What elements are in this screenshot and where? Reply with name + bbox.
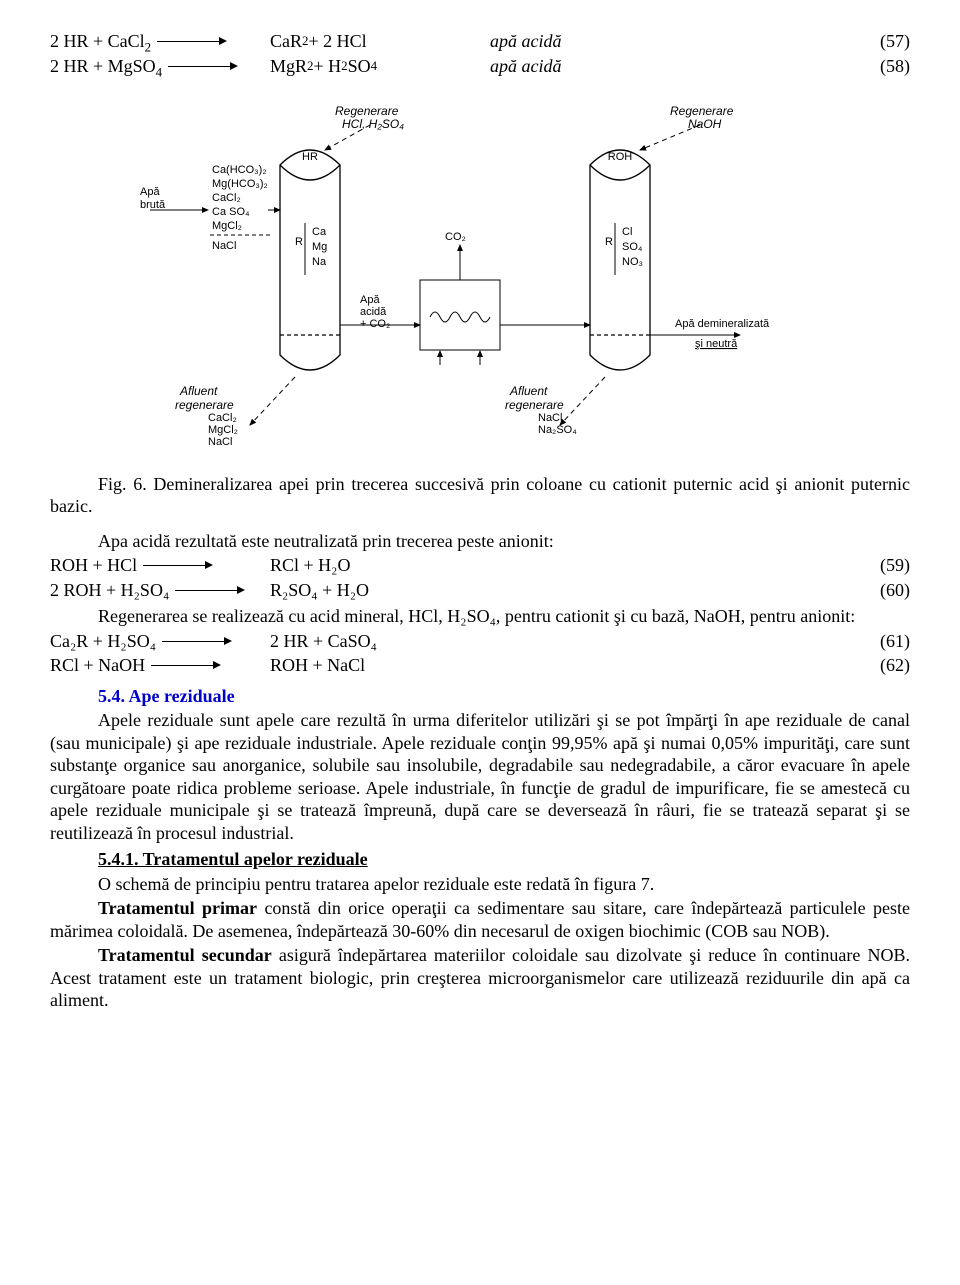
svg-text:NaCl: NaCl <box>212 240 236 252</box>
svg-text:Na: Na <box>312 256 327 268</box>
eq-note: apă acidă <box>490 30 670 53</box>
bold-lead: Tratamentul primar <box>98 898 257 918</box>
equation-row: ROH + HCl RCl + H₂O (59) <box>50 554 910 577</box>
svg-text:Na₂SO₄: Na₂SO₄ <box>538 424 577 436</box>
equation-block-mid: ROH + HCl RCl + H₂O (59) 2 ROH + H₂SO₄ R… <box>50 554 910 601</box>
paragraph-secondary-treatment: Tratamentul secundar asigură îndepărtare… <box>50 944 910 1012</box>
svg-text:R: R <box>605 236 613 248</box>
svg-text:Ca SO₄: Ca SO₄ <box>212 206 250 218</box>
eq-rhs: ROH + NaCl <box>270 654 490 677</box>
eq-lhs: ROH + HCl <box>50 554 270 577</box>
svg-text:Mg(HCO₃)₂: Mg(HCO₃)₂ <box>212 178 268 190</box>
svg-text:R: R <box>295 236 303 248</box>
eq-number: (59) <box>880 554 910 577</box>
svg-text:+ CO₂: + CO₂ <box>360 318 390 330</box>
section-5-4-body: Apele reziduale sunt apele care rezultă … <box>50 709 910 844</box>
bold-lead: Tratamentul secundar <box>98 945 272 965</box>
eq-number: (60) <box>880 579 910 602</box>
svg-text:NaCl: NaCl <box>208 436 232 448</box>
eq-text: 2 HR + MgSO4 <box>50 55 162 78</box>
svg-text:regenerare: regenerare <box>505 398 564 412</box>
paragraph: Apa acidă rezultată este neutralizată pr… <box>50 530 910 553</box>
svg-text:Cl: Cl <box>622 226 632 238</box>
eq-rhs: CaR2 + 2 HCl <box>270 30 490 53</box>
svg-text:Afluent: Afluent <box>179 384 218 398</box>
svg-text:Mg: Mg <box>312 241 327 253</box>
svg-text:ROH: ROH <box>608 151 633 163</box>
eq-number: (62) <box>880 654 910 677</box>
eq-lhs: 2 HR + MgSO4 <box>50 55 270 78</box>
eq-rhs: MgR2 + H2SO4 <box>270 55 490 78</box>
equation-row: 2 ROH + H₂SO₄ R₂SO₄ + H₂O (60) <box>50 579 910 602</box>
eq-lhs: RCl + NaOH <box>50 654 270 677</box>
svg-text:Regenerare: Regenerare <box>670 104 734 118</box>
eq-text: 2 HR + CaCl2 <box>50 30 151 53</box>
svg-text:acidă: acidă <box>360 306 387 318</box>
svg-text:NO₃: NO₃ <box>622 256 643 268</box>
svg-text:NaOH: NaOH <box>688 117 722 131</box>
section-5-4-title: 5.4. Ape reziduale <box>50 685 910 708</box>
equation-row: 2 HR + CaCl2 CaR2 + 2 HCl apă acidă (57) <box>50 30 910 53</box>
svg-text:Regenerare: Regenerare <box>335 104 399 118</box>
svg-text:SO₄: SO₄ <box>622 241 643 253</box>
paragraph-primary-treatment: Tratamentul primar constă din orice oper… <box>50 897 910 942</box>
svg-text:CaCl₂: CaCl₂ <box>212 192 241 204</box>
svg-text:CaCl₂: CaCl₂ <box>208 412 237 424</box>
arrow-icon <box>143 556 213 574</box>
paragraph: Regenerarea se realizează cu acid minera… <box>50 605 910 628</box>
equation-row: Ca₂R + H₂SO₄ 2 HR + CaSO₄ (61) <box>50 630 910 653</box>
svg-text:şi neutră: şi neutră <box>695 338 738 350</box>
eq-note: apă acidă <box>490 55 670 78</box>
svg-text:Apă demineralizată: Apă demineralizată <box>675 318 770 330</box>
eq-lhs: 2 HR + CaCl2 <box>50 30 270 53</box>
svg-text:Ca: Ca <box>312 226 327 238</box>
process-diagram: HR R Ca Mg Na Ca(HCO₃)₂ Mg(HCO₃)₂ CaCl₂ … <box>50 95 910 461</box>
svg-text:MgCl₂: MgCl₂ <box>212 220 242 232</box>
equation-row: RCl + NaOH ROH + NaCl (62) <box>50 654 910 677</box>
eq-number: (58) <box>880 55 910 78</box>
svg-text:brută: brută <box>140 199 166 211</box>
svg-text:HCl, H₂SO₄: HCl, H₂SO₄ <box>342 117 404 131</box>
eq-lhs: Ca₂R + H₂SO₄ <box>50 630 270 653</box>
eq-rhs: R₂SO₄ + H₂O <box>270 579 490 602</box>
svg-text:Ca(HCO₃)₂: Ca(HCO₃)₂ <box>212 164 267 176</box>
paragraph: O schemă de principiu pentru tratarea ap… <box>50 873 910 896</box>
svg-text:MgCl₂: MgCl₂ <box>208 424 238 436</box>
arrow-icon <box>168 57 238 75</box>
svg-text:HR: HR <box>302 151 318 163</box>
eq-rhs: RCl + H₂O <box>270 554 490 577</box>
equation-block-top: 2 HR + CaCl2 CaR2 + 2 HCl apă acidă (57)… <box>50 30 910 77</box>
section-5-4-1-title: 5.4.1. Tratamentul apelor reziduale <box>50 848 910 871</box>
equation-block-bot: Ca₂R + H₂SO₄ 2 HR + CaSO₄ (61) RCl + NaO… <box>50 630 910 677</box>
svg-text:NaCl: NaCl <box>538 412 562 424</box>
svg-text:Apă: Apă <box>140 186 160 198</box>
eq-rhs: 2 HR + CaSO₄ <box>270 630 490 653</box>
arrow-icon <box>175 581 245 599</box>
svg-text:CO₂: CO₂ <box>445 231 466 243</box>
svg-text:regenerare: regenerare <box>175 398 234 412</box>
eq-lhs: 2 ROH + H₂SO₄ <box>50 579 270 602</box>
eq-number: (57) <box>880 30 910 53</box>
arrow-icon <box>151 656 221 674</box>
svg-text:Apă: Apă <box>360 294 380 306</box>
svg-text:Afluent: Afluent <box>509 384 548 398</box>
arrow-icon <box>162 632 232 650</box>
equation-row: 2 HR + MgSO4 MgR2 + H2SO4 apă acidă (58) <box>50 55 910 78</box>
arrow-icon <box>157 32 227 50</box>
eq-number: (61) <box>880 630 910 653</box>
figure-caption: Fig. 6. Demineralizarea apei prin trecer… <box>50 473 910 518</box>
